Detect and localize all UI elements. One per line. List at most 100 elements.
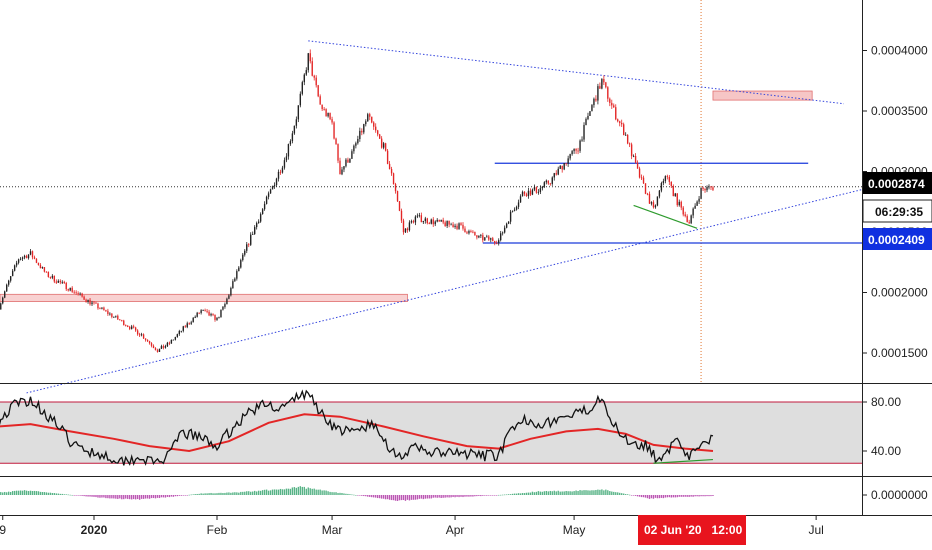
candle — [589, 111, 591, 117]
histogram-bar — [702, 495, 704, 497]
candle-body — [339, 160, 341, 175]
candle-body — [541, 186, 544, 189]
candle — [162, 344, 165, 350]
pane-frames — [0, 0, 932, 516]
histogram-bar — [503, 494, 506, 496]
candle-body — [499, 233, 502, 241]
histogram-bar — [607, 490, 609, 495]
candle — [212, 313, 214, 317]
countdown-badge-box — [862, 199, 932, 223]
candle-body — [676, 193, 678, 206]
candle-body — [341, 169, 343, 175]
candle — [115, 315, 117, 318]
candle-body — [65, 283, 67, 290]
candle-body — [686, 216, 688, 223]
histogram-bar — [492, 495, 494, 496]
candle — [176, 333, 179, 338]
candle-body — [595, 98, 597, 101]
candle-body — [492, 238, 494, 242]
histogram-bar — [654, 495, 657, 498]
histogram-bar — [365, 495, 367, 497]
price-axis[interactable]: 0.00015000.00020000.00025000.00030000.00… — [862, 44, 928, 503]
candle — [664, 175, 667, 184]
candle-body — [313, 75, 315, 78]
candle — [484, 237, 486, 242]
histogram-bar — [454, 495, 456, 498]
candle — [527, 187, 530, 199]
candle — [624, 132, 627, 136]
candle-body — [81, 293, 83, 297]
candle-body — [19, 258, 22, 260]
candle-body — [111, 313, 113, 317]
histogram-bar — [244, 491, 246, 495]
candle — [448, 220, 450, 228]
candle — [488, 235, 490, 241]
candle-body — [511, 210, 514, 212]
price-zone-1 — [712, 90, 813, 101]
histogram-bar — [311, 488, 313, 495]
candle-body — [202, 310, 204, 311]
candle — [430, 218, 432, 225]
candle-body — [392, 173, 395, 185]
histogram-bar — [41, 492, 44, 495]
histogram-bar — [307, 487, 309, 495]
candle-body — [609, 98, 611, 103]
candle — [416, 213, 419, 219]
histogram-bar — [470, 495, 472, 497]
candle — [605, 81, 607, 89]
candle — [248, 243, 250, 248]
rsi-line — [0, 389, 714, 466]
histogram-bar — [482, 495, 484, 496]
histogram-bar — [69, 494, 71, 496]
histogram-bar — [152, 495, 155, 499]
histogram-bar — [498, 494, 500, 496]
histogram-bar — [392, 495, 395, 501]
candle-body — [434, 221, 436, 225]
candle-body — [617, 119, 619, 122]
histogram-bar — [216, 493, 218, 495]
candle-body — [632, 155, 635, 157]
histogram-bar — [184, 495, 186, 496]
histogram-bar — [343, 493, 345, 495]
histogram-bar — [144, 495, 147, 499]
candle — [327, 112, 329, 118]
histogram-bar — [444, 495, 446, 498]
candle — [577, 147, 579, 155]
candle — [636, 160, 639, 169]
histogram-bar — [428, 495, 430, 499]
candle-body — [220, 309, 222, 318]
candle — [279, 169, 282, 175]
histogram-bar — [652, 495, 655, 499]
time-axis[interactable]: 9 2020 Feb Mar Apr May Jul — [0, 515, 824, 537]
candle-body — [269, 189, 272, 194]
histogram-bar — [619, 492, 621, 495]
candle-body — [146, 339, 149, 342]
candle — [309, 49, 311, 64]
histogram-bar — [301, 486, 304, 495]
histogram-bar — [678, 495, 680, 497]
candle-body — [396, 191, 399, 202]
candle — [680, 200, 682, 211]
candle — [11, 269, 14, 277]
candle-body — [192, 317, 194, 323]
candle-body — [279, 171, 282, 173]
histogram-pane[interactable] — [0, 486, 714, 501]
candle-body — [454, 225, 456, 228]
histogram-bar — [226, 492, 228, 495]
candle-body — [696, 201, 698, 206]
candle — [136, 329, 139, 336]
histogram-bar — [670, 495, 673, 498]
price-pane[interactable] — [0, 0, 912, 394]
candle — [609, 97, 611, 107]
candle — [27, 254, 30, 260]
candle-body — [51, 275, 54, 278]
candle — [523, 191, 526, 197]
candle — [390, 166, 393, 176]
histogram-bar — [218, 492, 220, 495]
candle — [220, 309, 222, 318]
candle-body — [168, 342, 171, 344]
histogram-bar — [359, 495, 361, 496]
candle-body — [117, 315, 119, 320]
rsi-pane[interactable] — [0, 389, 862, 466]
